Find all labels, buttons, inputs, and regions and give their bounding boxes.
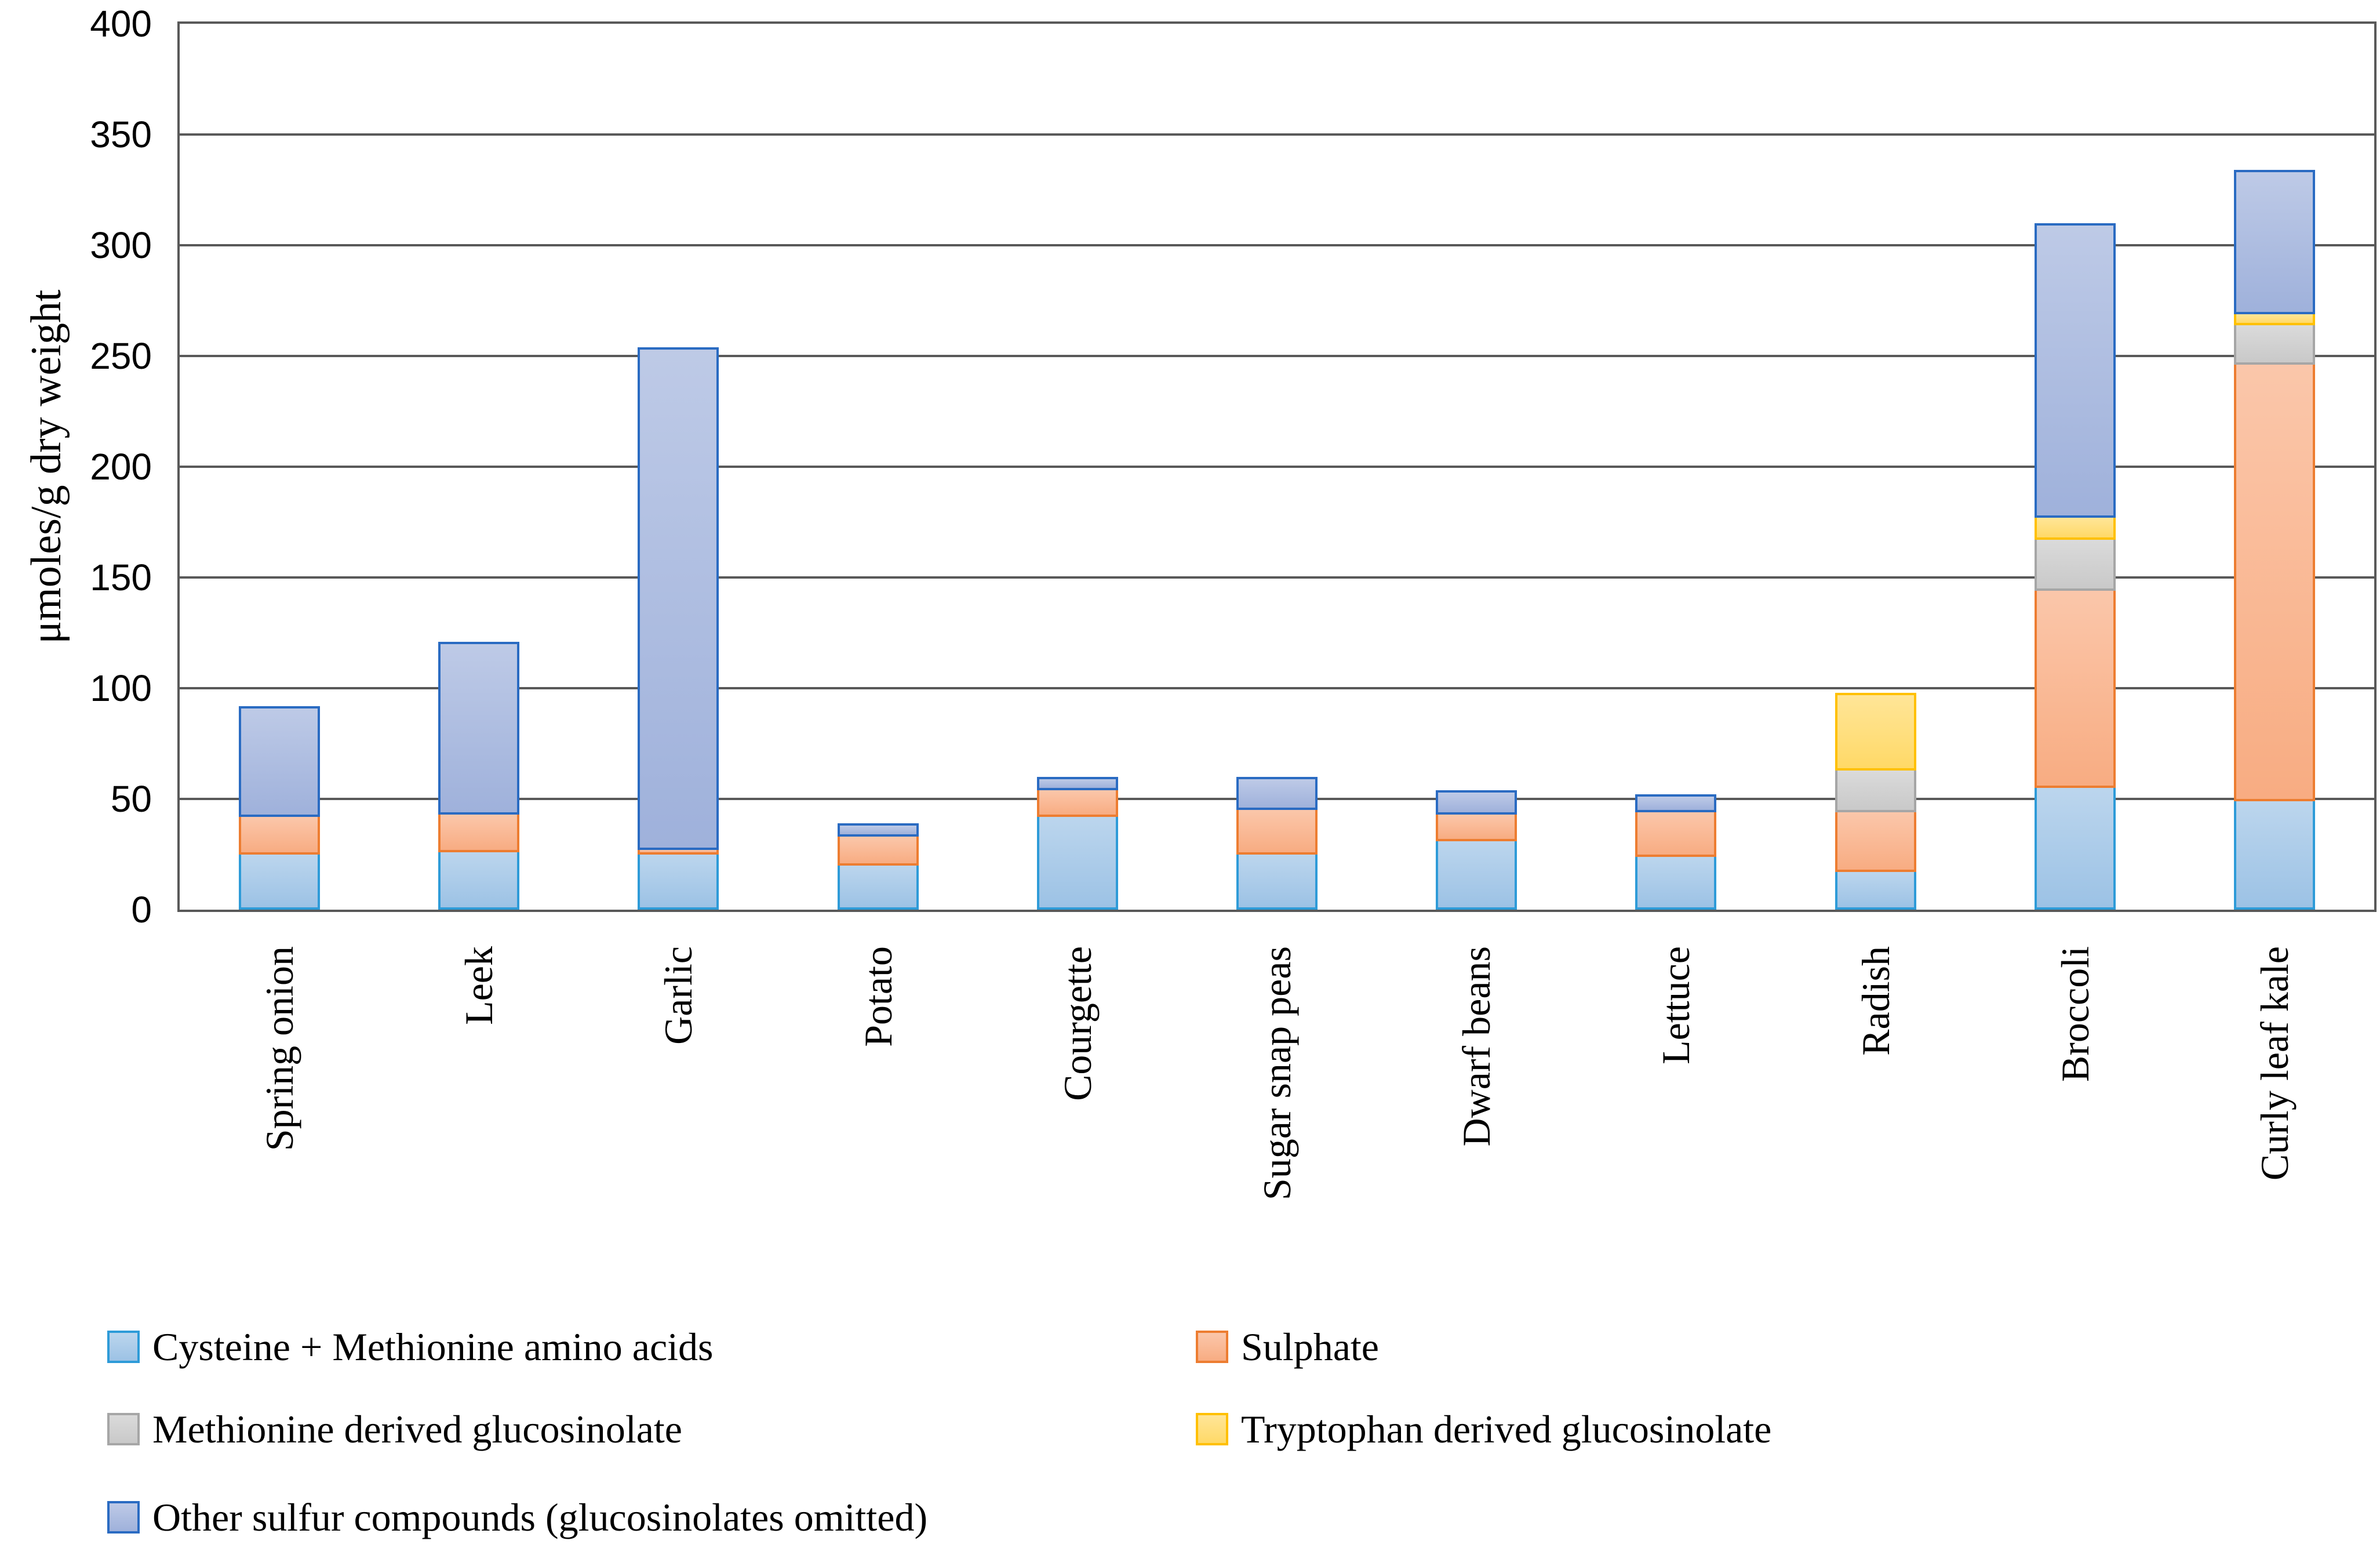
y-tick-200: 200 — [90, 446, 152, 488]
gridline-100 — [180, 687, 2374, 689]
legend-swatch-tryptophan — [1196, 1413, 1228, 1445]
y-tick-300: 300 — [90, 224, 152, 266]
legend-label: Other sulfur compounds (glucosinolates o… — [152, 1495, 928, 1539]
segment-other-leek — [438, 641, 520, 815]
x-label-broccoli: Broccoli — [2053, 946, 2097, 1082]
segment-tryptophan-broccoli — [2034, 515, 2116, 540]
y-tick-250: 250 — [90, 335, 152, 377]
gridline-200 — [180, 466, 2374, 468]
segment-other-courgette — [1036, 776, 1118, 790]
x-label-dwarf-beans: Dwarf beans — [1454, 946, 1499, 1147]
segment-cysteine-curly-leaf-kale — [2233, 799, 2315, 910]
segment-other-curly-leaf-kale — [2233, 170, 2315, 314]
bar-curly-leaf-kale — [2233, 24, 2315, 910]
segment-cysteine-potato — [837, 863, 919, 910]
legend-swatch-other — [107, 1501, 140, 1534]
segment-sulphate-lettuce — [1635, 810, 1717, 857]
x-label-curly-leaf-kale: Curly leaf kale — [2252, 946, 2297, 1181]
x-label-courgette: Courgette — [1055, 946, 1100, 1101]
bar-sugar-snap-peas — [1236, 24, 1318, 910]
segment-cysteine-dwarf-beans — [1436, 838, 1517, 910]
legend-swatch-cysteine — [107, 1331, 140, 1363]
bar-broccoli — [2034, 24, 2116, 910]
y-tick-100: 100 — [90, 667, 152, 709]
x-label-potato: Potato — [856, 946, 900, 1047]
bar-leek — [438, 24, 520, 910]
segment-other-potato — [837, 823, 919, 837]
y-tick-150: 150 — [90, 557, 152, 598]
gridline-350 — [180, 133, 2374, 136]
bar-lettuce — [1635, 24, 1717, 910]
segment-cysteine-lettuce — [1635, 854, 1717, 910]
bar-dwarf-beans — [1436, 24, 1517, 910]
segment-sulphate-broccoli — [2034, 588, 2116, 788]
segment-cysteine-radish — [1835, 870, 1916, 910]
x-label-sugar-snap-peas: Sugar snap peas — [1255, 946, 1299, 1201]
segment-cysteine-courgette — [1036, 814, 1118, 910]
legend-item-methionine: Methionine derived glucosinolate — [107, 1407, 682, 1451]
segment-cysteine-leek — [438, 849, 520, 910]
segment-other-spring-onion — [239, 706, 321, 817]
segment-sulphate-courgette — [1036, 787, 1118, 817]
segment-other-garlic — [638, 347, 719, 851]
legend-label: Methionine derived glucosinolate — [152, 1407, 682, 1451]
y-tick-50: 50 — [110, 778, 152, 820]
segment-sulphate-curly-leaf-kale — [2233, 362, 2315, 801]
y-tick-350: 350 — [90, 114, 152, 155]
x-label-garlic: Garlic — [656, 946, 701, 1045]
segment-methionine-broccoli — [2034, 537, 2116, 591]
gridline-150 — [180, 576, 2374, 579]
segment-cysteine-broccoli — [2034, 786, 2116, 910]
segment-sulphate-potato — [837, 834, 919, 866]
segment-other-dwarf-beans — [1436, 790, 1517, 815]
legend-label: Tryptophan derived glucosinolate — [1241, 1407, 1772, 1451]
x-label-radish: Radish — [1853, 946, 1898, 1056]
legend-swatch-sulphate — [1196, 1331, 1228, 1363]
segment-sulphate-leek — [438, 812, 520, 852]
x-label-leek: Leek — [457, 946, 501, 1025]
segment-cysteine-garlic — [638, 852, 719, 910]
segment-methionine-curly-leaf-kale — [2233, 322, 2315, 365]
segment-cysteine-sugar-snap-peas — [1236, 852, 1318, 910]
segment-sulphate-spring-onion — [239, 814, 321, 855]
legend-item-tryptophan: Tryptophan derived glucosinolate — [1196, 1407, 1771, 1451]
gridline-250 — [180, 355, 2374, 357]
bar-courgette — [1036, 24, 1118, 910]
segment-tryptophan-radish — [1835, 692, 1916, 771]
x-label-spring-onion: Spring onion — [257, 946, 302, 1151]
legend-label: Sulphate — [1241, 1325, 1379, 1369]
segment-methionine-radish — [1835, 768, 1916, 813]
segment-sulphate-dwarf-beans — [1436, 812, 1517, 841]
y-tick-400: 400 — [90, 3, 152, 45]
plot-area — [177, 21, 2377, 912]
segment-other-lettuce — [1635, 794, 1717, 813]
segment-cysteine-spring-onion — [239, 852, 321, 910]
legend-item-other: Other sulfur compounds (glucosinolates o… — [107, 1495, 927, 1539]
segment-other-sugar-snap-peas — [1236, 776, 1318, 811]
bar-spring-onion — [239, 24, 321, 910]
legend-label: Cysteine + Methionine amino acids — [152, 1325, 714, 1369]
bar-potato — [837, 24, 919, 910]
gridline-300 — [180, 244, 2374, 246]
segment-sulphate-sugar-snap-peas — [1236, 808, 1318, 855]
legend-item-sulphate: Sulphate — [1196, 1325, 1379, 1369]
legend-item-cysteine: Cysteine + Methionine amino acids — [107, 1325, 714, 1369]
segment-other-broccoli — [2034, 223, 2116, 518]
bar-radish — [1835, 24, 1916, 910]
segment-sulphate-radish — [1835, 810, 1916, 873]
bar-garlic — [638, 24, 719, 910]
y-tick-0: 0 — [131, 889, 152, 931]
legend-swatch-methionine — [107, 1413, 140, 1445]
x-label-lettuce: Lettuce — [1654, 946, 1698, 1064]
